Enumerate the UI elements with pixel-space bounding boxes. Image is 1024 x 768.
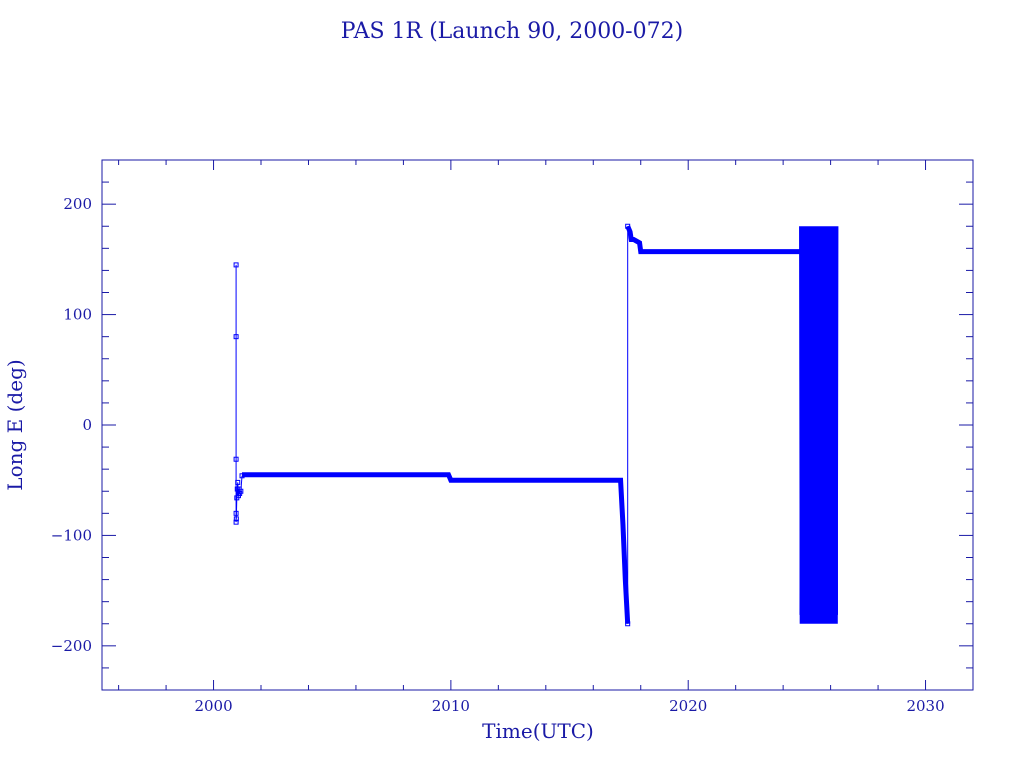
series-line-oscillation-secondary [799,235,839,615]
y-tick-label: −200 [51,637,92,655]
data-point [233,262,239,268]
x-tick-label: 2010 [432,697,470,715]
axis-ticks [102,159,974,691]
y-tick-label: 0 [82,416,92,434]
series-line-thick [242,472,631,624]
data-point [233,334,239,340]
tick-labels: 2000 2010 2020 2030 −200 −100 0 100 200 [51,195,945,715]
series-line-thin [235,264,243,523]
data-point [625,621,631,627]
data-point [233,519,239,525]
data-series [233,223,839,627]
data-point [233,456,239,462]
y-tick-label: 200 [63,195,92,213]
plot-frame [101,159,974,691]
y-tick-label: −100 [51,526,92,544]
x-tick-label: 2030 [906,697,944,715]
data-point [233,510,239,516]
series-line-oscillation [799,226,839,624]
data-point [233,516,239,522]
data-point [235,479,241,485]
y-axis-label: Long E (deg) [3,359,27,490]
y-tick-label: 100 [63,306,92,324]
x-axis-label: Time(UTC) [482,719,594,743]
x-tick-label: 2000 [194,697,232,715]
chart-title: PAS 1R (Launch 90, 2000-072) [341,19,683,44]
data-point [238,488,244,494]
plot-area: 2000 2010 2020 2030 −200 −100 0 100 200 [51,159,974,715]
x-tick-label: 2020 [669,697,707,715]
series-line-thick [625,225,800,255]
